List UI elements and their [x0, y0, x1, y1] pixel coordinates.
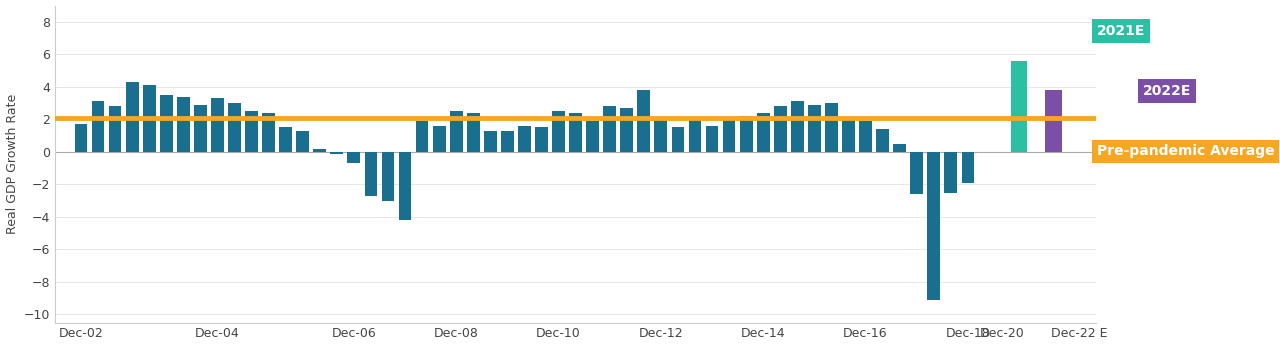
- Bar: [74, 124, 87, 152]
- Bar: [705, 126, 718, 152]
- Bar: [928, 152, 941, 300]
- Bar: [518, 126, 531, 152]
- Bar: [570, 113, 582, 152]
- Bar: [381, 152, 394, 201]
- Bar: [109, 106, 122, 152]
- Bar: [347, 152, 360, 163]
- Bar: [586, 121, 599, 152]
- Bar: [842, 118, 855, 152]
- Bar: [244, 111, 257, 152]
- Bar: [603, 106, 616, 152]
- Bar: [143, 85, 156, 152]
- Bar: [791, 101, 804, 152]
- Bar: [296, 131, 308, 152]
- Bar: [877, 129, 890, 152]
- Bar: [262, 113, 275, 152]
- Bar: [365, 152, 378, 196]
- Bar: [689, 119, 701, 152]
- Bar: [893, 144, 906, 152]
- Bar: [279, 127, 292, 152]
- Bar: [621, 108, 634, 152]
- Text: 2022E: 2022E: [1143, 84, 1190, 98]
- Bar: [552, 111, 564, 152]
- Y-axis label: Real GDP Growth Rate: Real GDP Growth Rate: [5, 94, 18, 234]
- Bar: [961, 152, 974, 183]
- Bar: [195, 105, 207, 152]
- Bar: [228, 103, 241, 152]
- Bar: [654, 118, 667, 152]
- Bar: [467, 113, 480, 152]
- Bar: [859, 121, 872, 152]
- Bar: [756, 113, 769, 152]
- Bar: [774, 106, 787, 152]
- Bar: [808, 105, 820, 152]
- Bar: [672, 127, 685, 152]
- Bar: [398, 152, 411, 220]
- Bar: [314, 149, 326, 152]
- Bar: [92, 101, 105, 152]
- Bar: [1011, 61, 1028, 152]
- Bar: [416, 121, 429, 152]
- Bar: [910, 152, 923, 194]
- Bar: [945, 152, 957, 192]
- Bar: [330, 152, 343, 154]
- Bar: [740, 116, 753, 152]
- Bar: [433, 126, 445, 152]
- Bar: [125, 82, 138, 152]
- Bar: [723, 118, 736, 152]
- Bar: [484, 131, 497, 152]
- Bar: [449, 111, 462, 152]
- Bar: [826, 103, 838, 152]
- Bar: [535, 127, 548, 152]
- Bar: [637, 90, 650, 152]
- Bar: [211, 98, 224, 152]
- Bar: [177, 97, 189, 152]
- Text: Pre-pandemic Average: Pre-pandemic Average: [1097, 144, 1275, 158]
- Bar: [500, 131, 513, 152]
- Bar: [160, 95, 173, 152]
- Text: 2021E: 2021E: [1097, 24, 1146, 38]
- Bar: [1044, 90, 1061, 152]
